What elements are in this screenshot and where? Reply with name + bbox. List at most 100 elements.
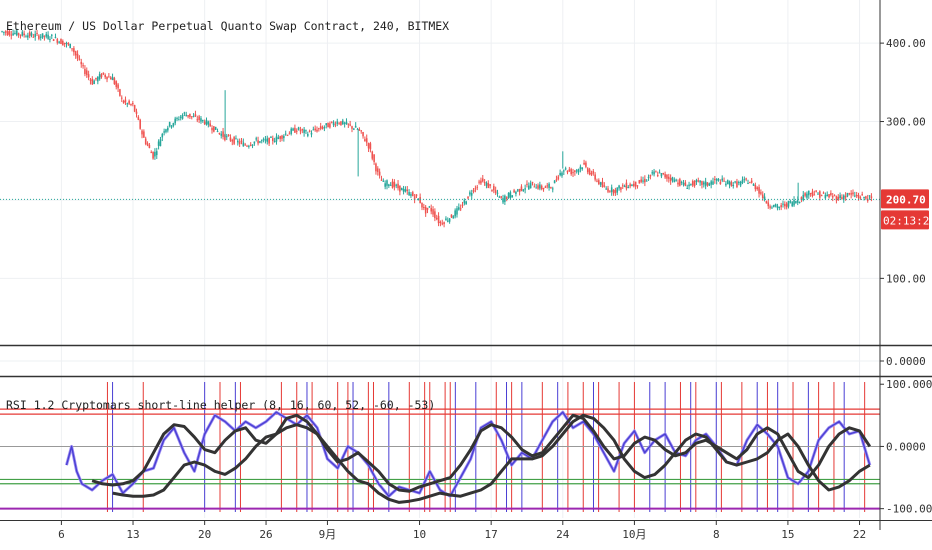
candle[interactable] — [690, 183, 692, 185]
candle[interactable] — [203, 121, 206, 125]
candle[interactable] — [80, 61, 83, 65]
candle[interactable] — [686, 187, 689, 189]
candle[interactable] — [688, 184, 690, 187]
candle[interactable] — [336, 121, 339, 125]
candle[interactable] — [772, 204, 775, 208]
candle[interactable] — [52, 39, 55, 41]
candle[interactable] — [281, 135, 283, 139]
candle[interactable] — [807, 190, 810, 196]
candle[interactable] — [529, 183, 532, 189]
pane-dividers[interactable] — [0, 0, 932, 530]
candle[interactable] — [150, 152, 153, 154]
candle[interactable] — [754, 185, 757, 190]
candle[interactable] — [819, 191, 821, 198]
candle[interactable] — [542, 188, 545, 190]
candle[interactable] — [54, 36, 57, 38]
candle[interactable] — [196, 119, 199, 121]
candle[interactable] — [397, 183, 399, 189]
candle[interactable] — [213, 126, 215, 132]
candle[interactable] — [224, 134, 226, 141]
candle[interactable] — [826, 194, 828, 197]
candle[interactable] — [306, 133, 309, 136]
candle[interactable] — [76, 53, 79, 59]
candle[interactable] — [645, 180, 648, 182]
candle[interactable] — [117, 84, 119, 89]
candle[interactable] — [36, 32, 38, 34]
candle[interactable] — [410, 194, 412, 196]
candle[interactable] — [673, 179, 676, 183]
candle[interactable] — [316, 129, 318, 132]
candle[interactable] — [73, 48, 75, 53]
candle[interactable] — [723, 180, 725, 182]
candle[interactable] — [693, 181, 696, 187]
candle[interactable] — [3, 31, 5, 33]
candle[interactable] — [852, 192, 854, 195]
candle[interactable] — [327, 122, 329, 128]
candle[interactable] — [376, 168, 379, 172]
candle[interactable] — [737, 182, 740, 184]
candle[interactable] — [144, 138, 147, 145]
candle[interactable] — [467, 196, 469, 199]
candle[interactable] — [655, 171, 657, 173]
candle[interactable] — [23, 33, 25, 36]
candle[interactable] — [743, 178, 746, 180]
candle[interactable] — [500, 196, 502, 198]
candle[interactable] — [154, 151, 156, 157]
candle[interactable] — [97, 76, 99, 82]
candle[interactable] — [747, 183, 749, 185]
candle[interactable] — [47, 34, 49, 39]
candle[interactable] — [238, 141, 241, 145]
candle[interactable] — [358, 129, 361, 131]
candle[interactable] — [185, 114, 188, 117]
candle[interactable] — [760, 192, 762, 194]
candle[interactable] — [237, 140, 239, 143]
candle[interactable] — [329, 123, 331, 128]
candle[interactable] — [454, 210, 456, 217]
candle[interactable] — [319, 126, 322, 129]
candle[interactable] — [421, 202, 423, 208]
candle[interactable] — [550, 187, 552, 189]
candle[interactable] — [450, 214, 453, 218]
candle[interactable] — [325, 123, 328, 126]
candle[interactable] — [104, 74, 106, 78]
candle[interactable] — [65, 42, 68, 44]
candle[interactable] — [756, 187, 759, 190]
candle[interactable] — [795, 201, 797, 204]
candle[interactable] — [360, 130, 363, 132]
candle[interactable] — [572, 172, 574, 174]
candle[interactable] — [128, 100, 130, 104]
candle[interactable] — [540, 185, 543, 190]
candle[interactable] — [233, 137, 235, 144]
candle[interactable] — [767, 202, 770, 207]
candle[interactable] — [295, 130, 298, 132]
candle[interactable] — [537, 185, 539, 189]
candle[interactable] — [535, 187, 537, 189]
candle[interactable] — [275, 136, 278, 142]
candle[interactable] — [264, 139, 267, 141]
candle[interactable] — [518, 189, 521, 193]
candle[interactable] — [857, 195, 860, 198]
candle[interactable] — [469, 192, 471, 195]
candle[interactable] — [559, 173, 561, 176]
candle[interactable] — [561, 172, 563, 176]
candle[interactable] — [726, 180, 729, 185]
candle[interactable] — [347, 123, 350, 125]
candle[interactable] — [605, 188, 607, 190]
candle[interactable] — [58, 41, 60, 43]
candle[interactable] — [98, 73, 101, 80]
candle[interactable] — [828, 194, 830, 198]
candle[interactable] — [592, 170, 595, 174]
candle[interactable] — [434, 211, 436, 219]
candle[interactable] — [749, 182, 751, 184]
candle[interactable] — [132, 103, 134, 105]
candle[interactable] — [596, 180, 598, 182]
candle[interactable] — [555, 179, 558, 181]
candle[interactable] — [4, 31, 7, 33]
candle[interactable] — [763, 196, 766, 200]
candle[interactable] — [211, 128, 213, 131]
candle[interactable] — [706, 182, 709, 186]
candle[interactable] — [636, 185, 639, 187]
candle[interactable] — [349, 124, 351, 126]
candle[interactable] — [524, 188, 526, 190]
candle[interactable] — [785, 203, 788, 208]
